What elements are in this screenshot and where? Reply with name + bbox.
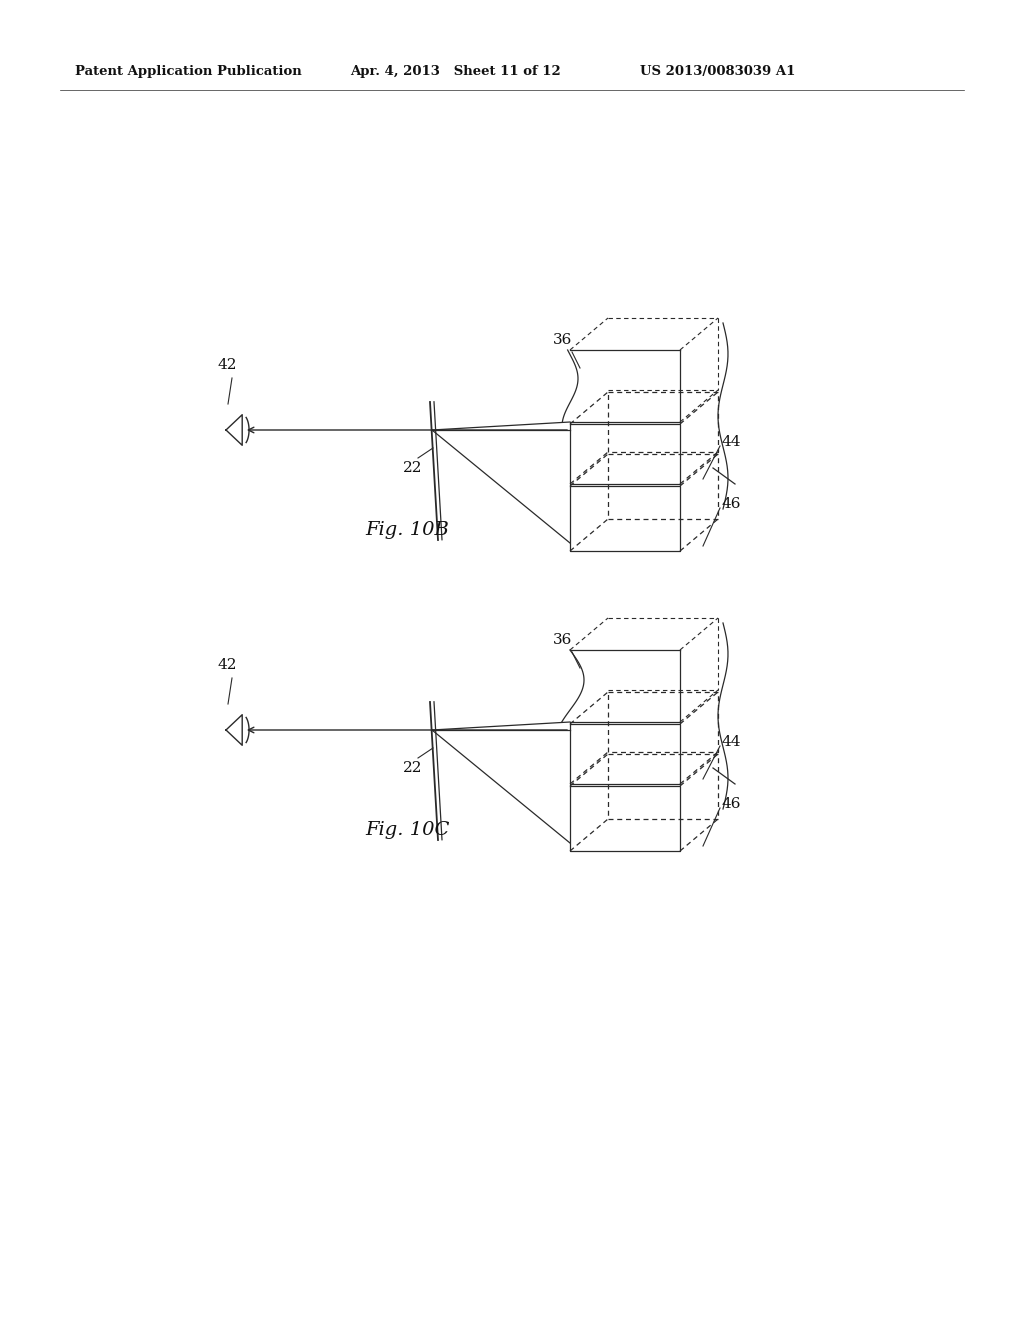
Text: 44: 44 — [722, 735, 741, 748]
Text: 22: 22 — [403, 762, 423, 775]
Text: 42: 42 — [218, 358, 238, 372]
Text: 22: 22 — [403, 461, 423, 475]
Text: Patent Application Publication: Patent Application Publication — [75, 66, 302, 78]
Text: 36: 36 — [553, 634, 572, 647]
Text: US 2013/0083039 A1: US 2013/0083039 A1 — [640, 66, 796, 78]
Text: Fig. 10C: Fig. 10C — [365, 821, 450, 840]
Text: 46: 46 — [722, 797, 741, 810]
Text: 44: 44 — [722, 436, 741, 449]
Text: 46: 46 — [722, 498, 741, 511]
Text: 36: 36 — [553, 333, 572, 347]
Text: Apr. 4, 2013   Sheet 11 of 12: Apr. 4, 2013 Sheet 11 of 12 — [350, 66, 561, 78]
Text: Fig. 10B: Fig. 10B — [365, 521, 449, 539]
Text: 42: 42 — [218, 657, 238, 672]
